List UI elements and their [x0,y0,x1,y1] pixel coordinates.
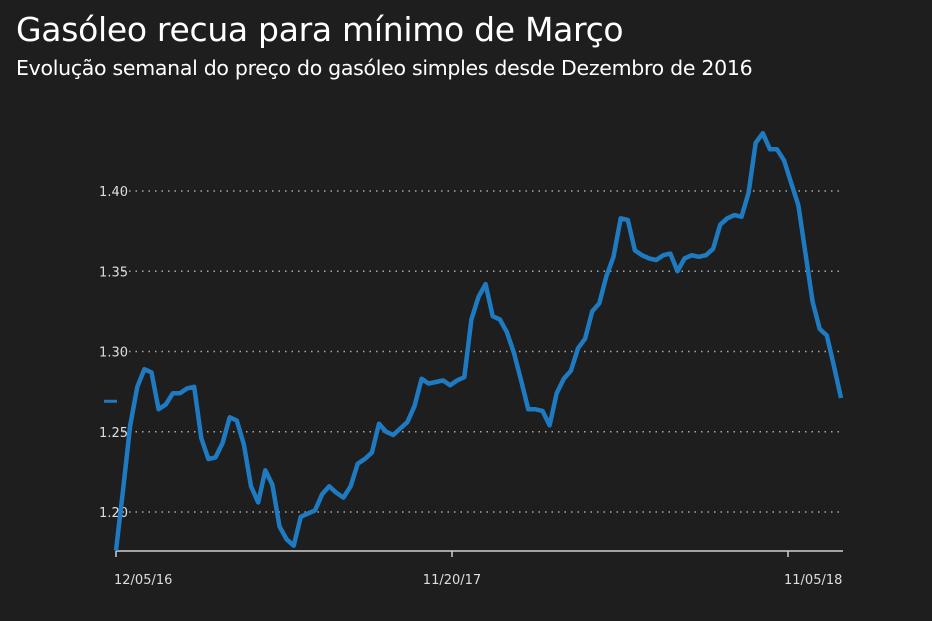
x-tick-label: 11/05/18 [784,573,842,588]
y-tick-label: 1.40 [99,185,128,200]
chart-title: Gasóleo recua para mínimo de Março [16,10,624,49]
y-tick-label: 1.35 [99,265,128,280]
series-line [113,130,844,551]
x-tick-label: 12/05/16 [114,573,172,588]
x-tick-label: 11/20/17 [423,573,481,588]
chart-subtitle: Evolução semanal do preço do gasóleo sim… [16,56,753,80]
y-tick-label: 1.20 [99,506,128,521]
y-tick-label: 1.25 [99,426,128,441]
y-tick-label: 1.30 [99,346,128,361]
